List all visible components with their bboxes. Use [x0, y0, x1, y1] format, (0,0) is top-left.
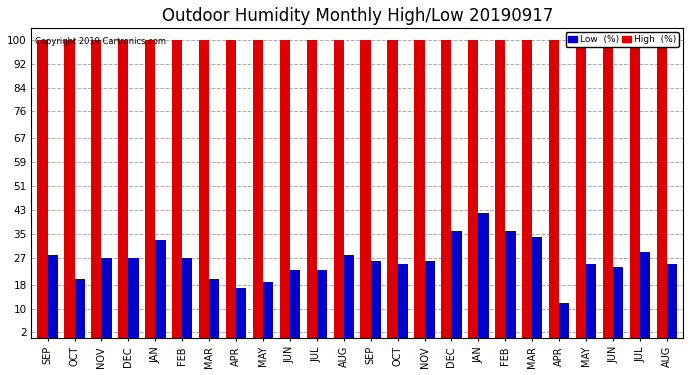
- Bar: [630, 40, 640, 338]
- Bar: [371, 261, 381, 338]
- Bar: [209, 279, 219, 338]
- Bar: [253, 40, 263, 338]
- Bar: [279, 40, 290, 338]
- Bar: [236, 288, 246, 338]
- Bar: [505, 231, 515, 338]
- Bar: [182, 258, 193, 338]
- Bar: [344, 255, 354, 338]
- Bar: [414, 40, 424, 338]
- Bar: [172, 40, 182, 338]
- Bar: [549, 40, 559, 338]
- Bar: [360, 40, 371, 338]
- Bar: [306, 40, 317, 338]
- Bar: [469, 40, 478, 338]
- Bar: [101, 258, 112, 338]
- Bar: [657, 40, 667, 338]
- Bar: [613, 267, 623, 338]
- Bar: [155, 240, 166, 338]
- Bar: [75, 279, 85, 338]
- Bar: [226, 40, 236, 338]
- Bar: [145, 40, 155, 338]
- Bar: [48, 255, 58, 338]
- Text: Copyright 2019 Cartronics.com: Copyright 2019 Cartronics.com: [34, 37, 166, 46]
- Bar: [37, 40, 48, 338]
- Bar: [667, 264, 677, 338]
- Bar: [586, 264, 596, 338]
- Bar: [603, 40, 613, 338]
- Bar: [478, 213, 489, 338]
- Bar: [559, 303, 569, 338]
- Bar: [128, 258, 139, 338]
- Bar: [424, 261, 435, 338]
- Bar: [387, 40, 397, 338]
- Bar: [522, 40, 532, 338]
- Bar: [495, 40, 505, 338]
- Bar: [290, 270, 300, 338]
- Bar: [451, 231, 462, 338]
- Bar: [199, 40, 209, 338]
- Title: Outdoor Humidity Monthly High/Low 20190917: Outdoor Humidity Monthly High/Low 201909…: [161, 7, 553, 25]
- Bar: [397, 264, 408, 338]
- Legend: Low  (%), High  (%): Low (%), High (%): [566, 32, 678, 47]
- Bar: [263, 282, 273, 338]
- Bar: [333, 40, 344, 338]
- Bar: [91, 40, 101, 338]
- Bar: [64, 40, 75, 338]
- Bar: [532, 237, 542, 338]
- Bar: [576, 40, 586, 338]
- Bar: [640, 252, 650, 338]
- Bar: [441, 40, 451, 338]
- Bar: [317, 270, 327, 338]
- Bar: [118, 40, 128, 338]
